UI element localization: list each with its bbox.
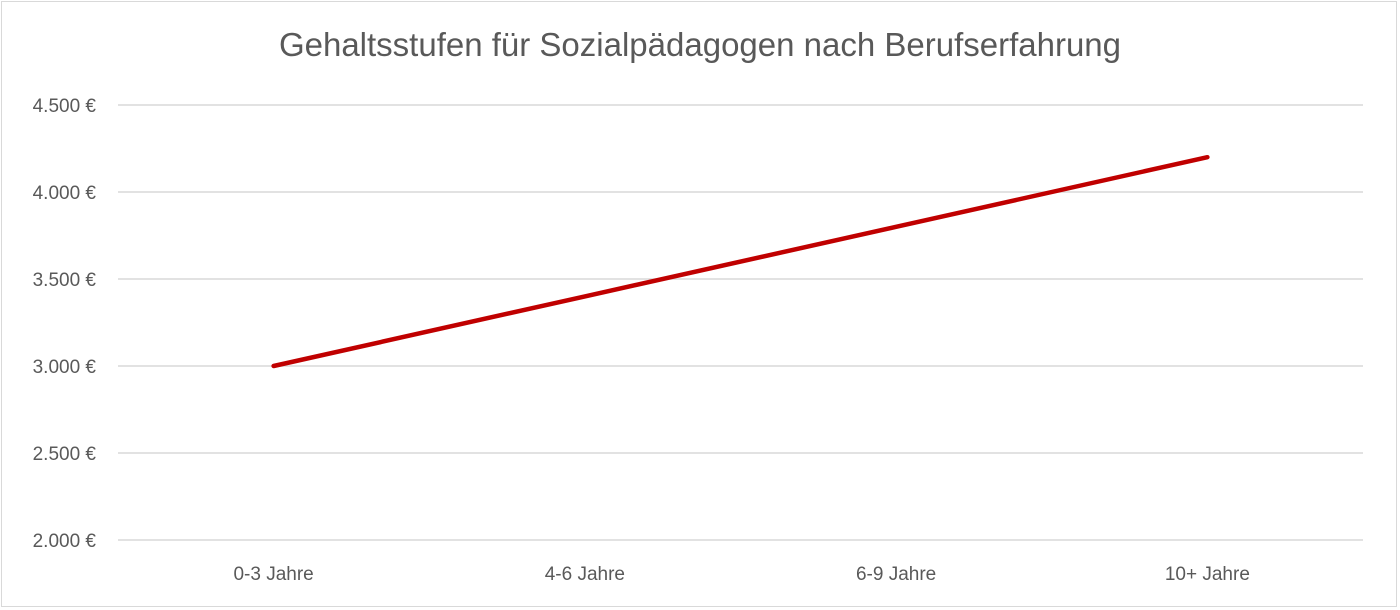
x-tick-label: 10+ Jahre bbox=[1165, 564, 1250, 585]
y-tick-label: 4.000 € bbox=[33, 183, 97, 204]
y-tick-label: 4.500 € bbox=[33, 96, 97, 117]
y-tick-label: 3.000 € bbox=[33, 357, 97, 378]
x-tick-label: 0-3 Jahre bbox=[233, 564, 313, 585]
chart-title: Gehaltsstufen für Sozialpädagogen nach B… bbox=[278, 26, 1122, 63]
x-tick-label: 4-6 Jahre bbox=[545, 564, 625, 585]
y-tick-label: 3.500 € bbox=[33, 270, 97, 291]
y-tick-label: 2.000 € bbox=[33, 531, 97, 552]
x-tick-label: 6-9 Jahre bbox=[856, 564, 936, 585]
y-tick-label: 2.500 € bbox=[33, 444, 97, 465]
series-line bbox=[271, 154, 1210, 369]
